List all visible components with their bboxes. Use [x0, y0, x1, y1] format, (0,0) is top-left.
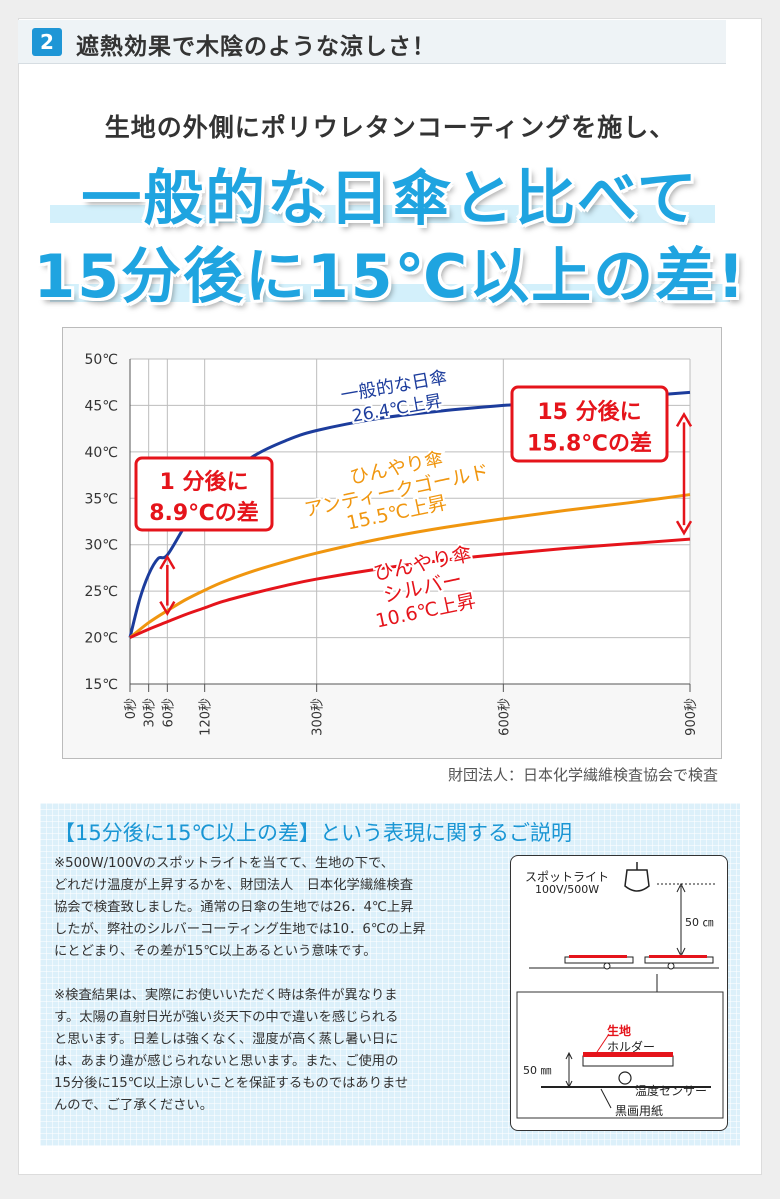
test-setup-diagram: スポットライト 100V/500W 50 ㎝ 生地 ホルダー 50 ㎜ 温度セン… — [510, 855, 728, 1131]
spotlight-power-label: 100V/500W — [535, 883, 600, 896]
explanation-box: 【15分後に15℃以上の差】という表現に関するご説明 ※500W/100Vのスポ… — [40, 803, 740, 1146]
x-tick-label: 300秒 — [311, 698, 326, 736]
fabric-leader — [596, 1033, 610, 1053]
x-tick-label: 0秒 — [124, 698, 139, 719]
test-source-note: 財団法人：日本化学繊維検査協会で検査 — [447, 766, 718, 784]
callout-1-minute — [134, 456, 274, 532]
spotlight-label: スポットライト — [525, 870, 610, 884]
black-paper-label: 黒画用紙 — [615, 1104, 664, 1118]
holder-detail — [582, 1055, 674, 1067]
diff-arrow-900s-head-top — [675, 411, 693, 428]
silver-line — [129, 537, 691, 639]
explanation-title: 【15分後に15℃以上の差】という表現に関するご説明 — [54, 821, 573, 845]
x-tick-label: 60秒 — [161, 698, 176, 728]
sample-fabric-right — [649, 955, 707, 958]
antique-gold-line — [129, 493, 691, 639]
headline-highlight-2 — [50, 284, 730, 302]
diff-arrow-60s-head-bottom — [159, 600, 176, 617]
section-header: 2 遮熱効果で木陰のような涼しさ！ — [18, 20, 726, 64]
diff-arrow-60s-head-top — [159, 554, 176, 570]
explanation-paragraph-1: ※500W/100Vのスポットライトを当てて、生地の下で、 どれだけ温度が上昇す… — [54, 856, 426, 959]
callout-15-minutes-line-2: 15.8℃の差 — [527, 431, 652, 457]
y-tick-label: 45℃ — [84, 398, 118, 414]
section-number-badge: 2 — [32, 28, 62, 56]
height-label: 50 ㎜ — [523, 1064, 552, 1077]
callout-1-minute-line-2: 8.9℃の差 — [149, 500, 259, 526]
explanation-body: ※500W/100Vのスポットライトを当てて、生地の下で、 どれだけ温度が上昇す… — [54, 853, 504, 1117]
x-tick-label: 120秒 — [199, 698, 214, 736]
fabric-label: 生地 — [607, 1024, 632, 1038]
y-tick-label: 20℃ — [84, 631, 118, 647]
distance-label: 50 ㎝ — [685, 916, 714, 929]
headline-highlight-1 — [50, 205, 715, 223]
sensor-left — [603, 962, 611, 970]
y-tick-label: 50℃ — [84, 352, 118, 368]
headline-line-1: 一般的な日傘と比べて — [81, 164, 699, 234]
y-tick-label: 40℃ — [84, 445, 118, 461]
callout-1-minute-line-1: 1 分後に — [160, 469, 249, 495]
x-tick-label: 30秒 — [143, 698, 158, 728]
y-tick-label: 35℃ — [84, 491, 118, 507]
height-arrowheads — [565, 1051, 573, 1089]
callout-15-minutes — [510, 385, 669, 463]
temperature-chart: 15℃ 20℃ 25℃ 30℃ 35℃ 40℃ 45℃ 50℃ 0秒 30秒 60秒 120秒 300秒… — [84, 352, 699, 736]
headline-line-2: 15分後に15℃以上の差! — [33, 242, 747, 312]
sensor-label: 温度センサー — [635, 1084, 708, 1098]
paper-leader — [600, 1088, 612, 1109]
test-setup-drawing — [516, 862, 724, 1119]
y-tick-label: 30℃ — [84, 538, 118, 554]
lead-text: 生地の外側にポリウレタンコーティングを施し、 — [104, 113, 676, 142]
callout-15-minutes-line-1: 15 分後に — [537, 399, 641, 425]
x-tick-label: 900秒 — [684, 698, 699, 736]
temperature-sensor-icon — [618, 1071, 632, 1085]
y-tick-label: 25℃ — [84, 584, 118, 600]
explanation-paragraph-2: ※検査結果は、実際にお使いいただく時は条件が異なりま す。太陽の直射日光が強い炎… — [54, 988, 409, 1113]
y-tick-label: 15℃ — [84, 677, 118, 693]
spotlight-icon — [624, 869, 650, 892]
diff-arrow-900s-head-bottom — [675, 520, 693, 536]
section-title: 遮熱効果で木陰のような涼しさ！ — [76, 34, 436, 60]
x-tick-label: 600秒 — [497, 698, 512, 736]
sample-fabric-left — [569, 955, 627, 958]
fabric-detail — [583, 1052, 673, 1057]
holder-label: ホルダー — [607, 1040, 656, 1054]
sensor-right — [667, 962, 675, 970]
